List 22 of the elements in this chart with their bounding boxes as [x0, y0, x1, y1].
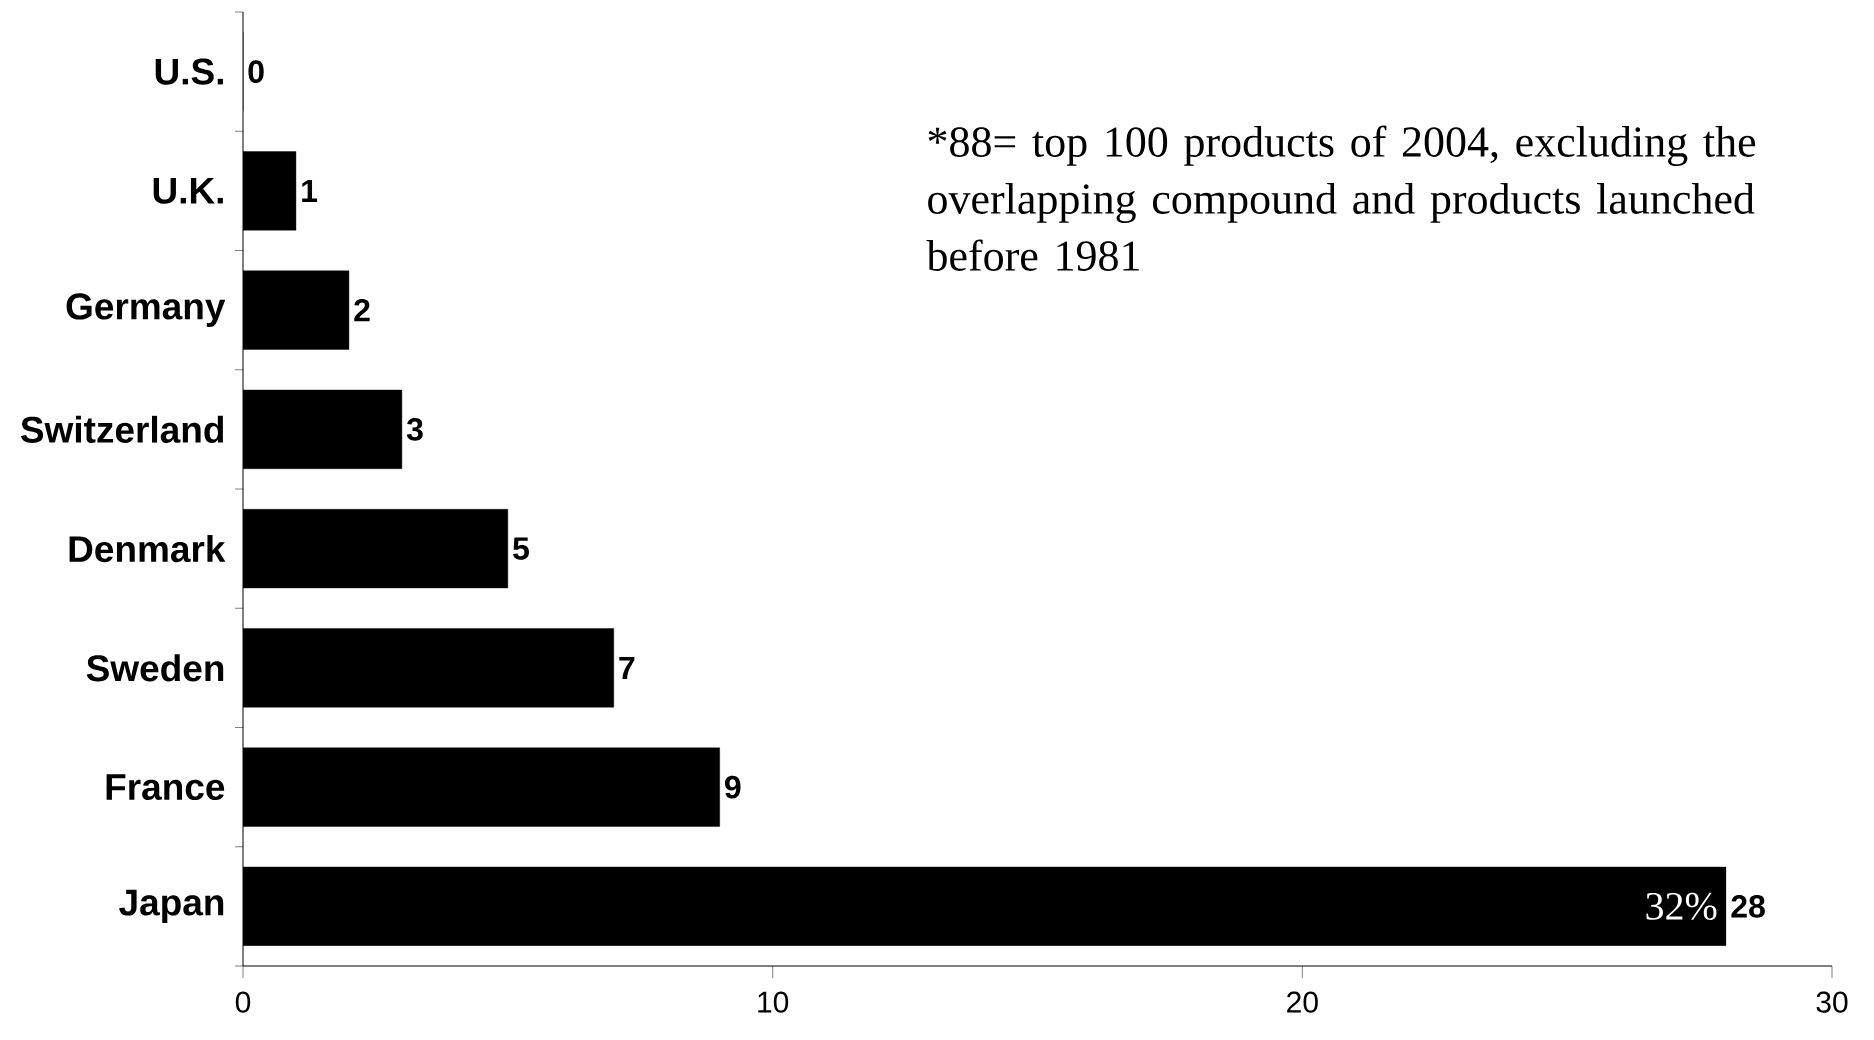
annotation: *88= top 100 products of 2004, excluding the overlapping compound and products launched before 1981 [926, 125, 1756, 271]
y-tick-label: Switzerland [20, 415, 224, 443]
y-tick-label: France [106, 774, 225, 801]
annotation: 32% [1646, 892, 1717, 920]
data-label: 9 [725, 775, 741, 799]
x-tick-label: 30 [1816, 991, 1848, 1013]
data-label: 5 [513, 537, 529, 560]
y-tick-label: U.K. [153, 177, 223, 204]
data-label: 7 [619, 656, 635, 679]
data-label: 0 [248, 60, 264, 83]
x-tick-label: 0 [235, 991, 251, 1013]
y-tick-label: Sweden [86, 654, 224, 682]
data-label: 3 [406, 418, 423, 441]
data-label: 28 [1731, 895, 1765, 918]
y-tick-label: U.S. [155, 58, 223, 85]
data-label: 2 [354, 298, 370, 322]
y-tick-label: Germany [66, 293, 226, 327]
y-tick-label: Japan [119, 889, 224, 923]
y-tick-label: Denmark [69, 535, 226, 563]
data-label: 1 [302, 179, 318, 202]
x-tick-label: 20 [1287, 991, 1318, 1013]
x-tick-label: 10 [758, 991, 789, 1013]
